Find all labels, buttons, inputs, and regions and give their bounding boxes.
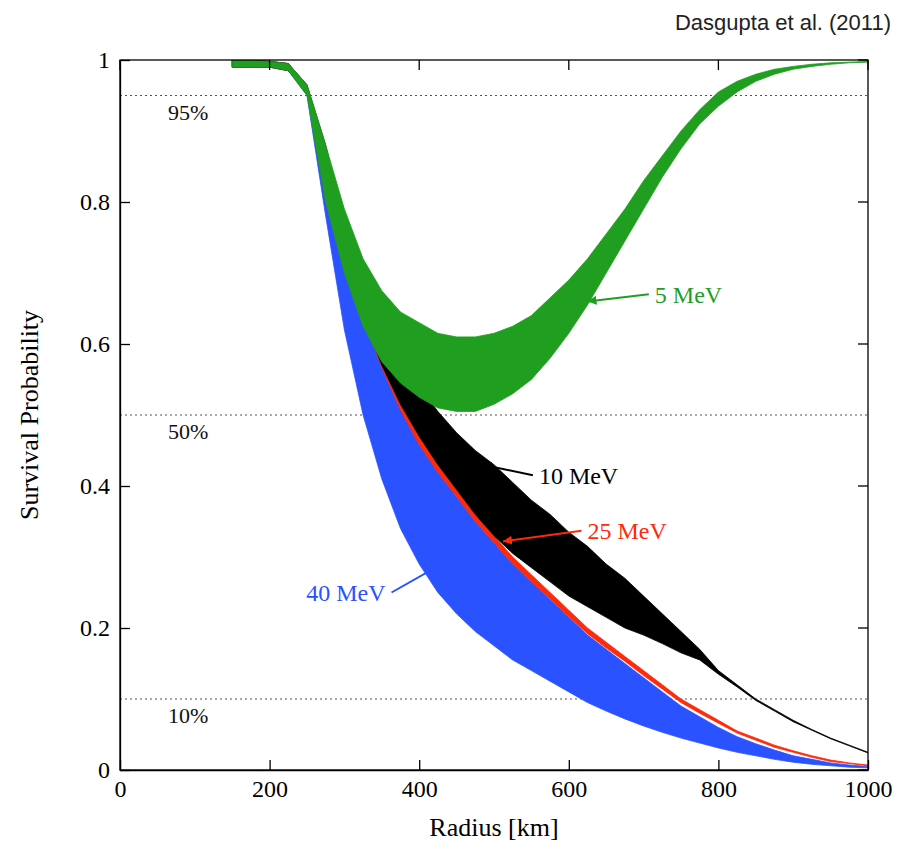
x-tick-mark <box>868 760 869 770</box>
x-tick-mark-top <box>269 60 270 70</box>
plot-area <box>120 60 868 768</box>
x-axis-title: Radius [km] <box>429 813 558 842</box>
series-label: 25 MeV <box>588 518 668 544</box>
y-tick: 0.4 <box>80 473 130 499</box>
reference-label: 10% <box>168 703 208 728</box>
y-tick-label: 0.8 <box>80 189 110 215</box>
x-tick-mark-top <box>419 60 420 70</box>
y-tick-mark-right <box>858 485 868 486</box>
y-axis-line <box>120 61 121 771</box>
reference-line <box>120 95 868 96</box>
y-tick-mark-right <box>858 627 868 628</box>
y-tick-mark-right <box>858 769 868 770</box>
y-tick-label: 0.2 <box>80 615 110 641</box>
title: Dasgupta et al. (2011) <box>675 10 891 35</box>
x-axis: 0 200 400 600 800 1000 <box>115 760 893 802</box>
y-tick-mark <box>120 628 130 629</box>
annotation-arrow <box>483 465 533 476</box>
y-tick-mark-right <box>858 201 868 202</box>
annotation-arrow <box>588 294 649 301</box>
x-tick: 1000 <box>845 760 893 802</box>
x-tick-mark-top <box>867 60 868 70</box>
chart-container: Dasgupta et al. (2011) 95% 50% 10% 0 200 400 60… <box>0 0 903 851</box>
y-tick-label: 0.4 <box>80 473 110 499</box>
y-tick-mark <box>120 770 130 771</box>
y-axis-title: Survival Probability <box>15 310 44 520</box>
reference-label: 50% <box>168 419 208 444</box>
series-label: 5 MeV <box>655 282 723 308</box>
x-tick-mark <box>718 760 719 770</box>
x-tick-mark-top <box>119 60 120 70</box>
x-tick-mark-top <box>718 60 719 70</box>
y-tick: 0.8 <box>80 189 130 215</box>
y-tick-mark <box>120 202 130 203</box>
annotation-arrow <box>503 531 582 542</box>
y-tick-mark <box>120 344 130 345</box>
x-axis-line <box>121 770 869 771</box>
y-tick-mark <box>120 486 130 487</box>
reference-line <box>120 414 868 415</box>
y-tick: 0.2 <box>80 615 130 641</box>
x-tick-label: 400 <box>402 776 438 802</box>
y-axis: 0 0.2 0.4 0.6 0.8 1 <box>80 47 130 783</box>
y-tick: 1 <box>98 47 130 73</box>
x-tick-label: 1000 <box>845 776 893 802</box>
background <box>0 0 903 851</box>
x-tick-label: 0 <box>115 776 127 802</box>
x-tick: 800 <box>701 760 737 802</box>
x-tick-mark <box>569 760 570 770</box>
x-tick-label: 800 <box>701 776 737 802</box>
y-tick-mark <box>120 60 130 61</box>
x-tick: 400 <box>402 760 438 802</box>
y-tick-label: 1 <box>98 47 110 73</box>
annotation-arrow <box>392 564 442 592</box>
chart-svg: Dasgupta et al. (2011) 95% 50% 10% 0 200 400 60… <box>0 0 903 851</box>
x-tick-mark-top <box>568 60 569 70</box>
y-tick: 0.6 <box>80 331 130 357</box>
series-band <box>232 60 868 766</box>
x-tick-label: 200 <box>252 776 288 802</box>
series-label: 10 MeV <box>539 463 619 489</box>
series-band <box>232 60 868 768</box>
x-tick-mark <box>269 760 270 770</box>
x-tick: 200 <box>252 760 288 802</box>
x-tick-mark <box>419 760 420 770</box>
annotations: 5 MeV 10 MeV 25 MeV 40 MeV <box>306 282 723 606</box>
y-tick-label: 0 <box>98 757 110 783</box>
y-tick-mark-right <box>858 59 868 60</box>
y-tick-label: 0.6 <box>80 331 110 357</box>
plot-frame <box>120 60 868 770</box>
y-tick-mark-right <box>858 343 868 344</box>
series-label: 40 MeV <box>306 580 386 606</box>
series-band <box>232 60 868 753</box>
x-tick: 600 <box>551 760 587 802</box>
mirror-ticks <box>120 60 868 770</box>
y-tick: 0 <box>98 757 130 783</box>
series-band <box>232 60 868 411</box>
reference-label: 95% <box>168 100 208 125</box>
x-tick-label: 600 <box>551 776 587 802</box>
